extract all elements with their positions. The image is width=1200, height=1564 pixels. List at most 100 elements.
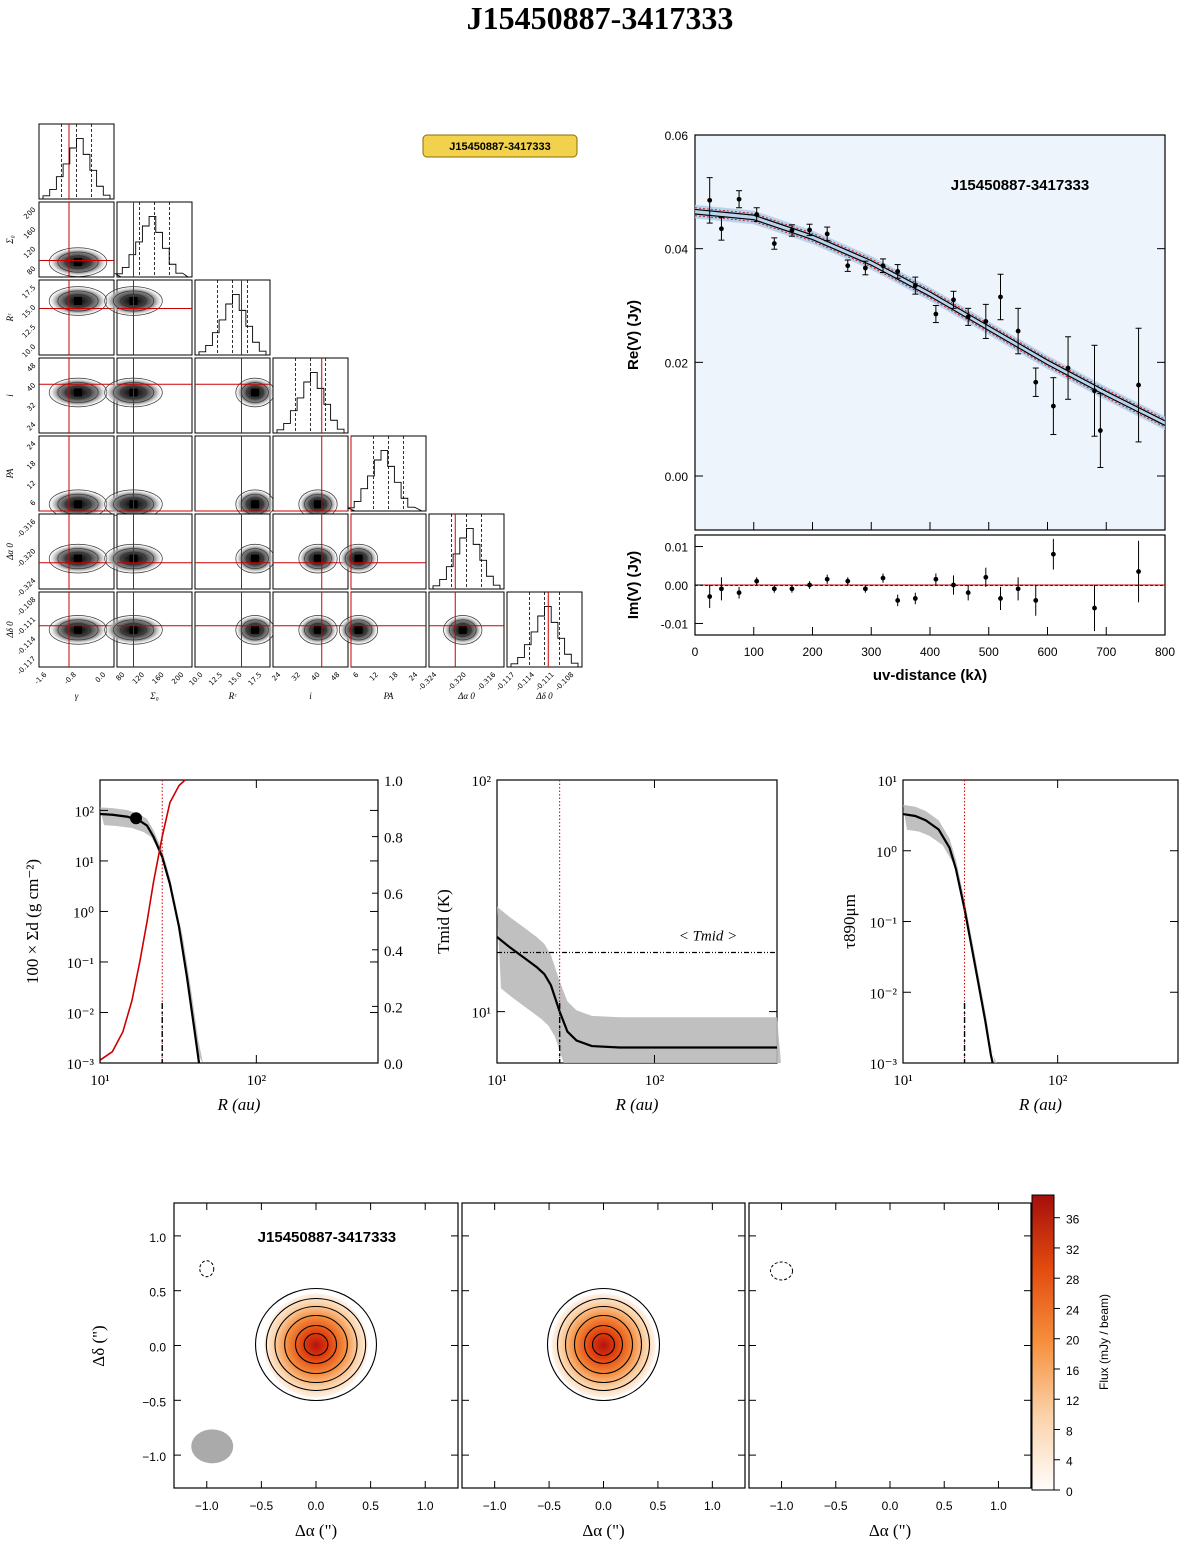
contour [284, 1314, 348, 1375]
colorbar-tick: 8 [1066, 1424, 1073, 1438]
re-data-point [1065, 336, 1072, 400]
corner-xtick: -0.320 [446, 671, 468, 693]
corner-xtick: -0.111 [534, 671, 556, 693]
map-xtick: 0.5 [936, 1499, 953, 1513]
corner-xtick: 32 [290, 671, 302, 683]
re-data-point [1032, 367, 1039, 397]
sigma-ytick: 10⁻¹ [67, 956, 94, 972]
tau-xtick: 10¹ [893, 1073, 913, 1089]
corner-panel-5-2 [194, 513, 275, 590]
corner-ytick: 6 [29, 498, 38, 507]
corner-panel-4-4 [347, 435, 427, 512]
re-ytick: 0.04 [665, 243, 689, 257]
im-data-point [862, 585, 868, 593]
corner-xlabel: Σ₀ [149, 691, 158, 701]
tau-ytick: 10⁻³ [870, 1057, 898, 1073]
sigma-xtick: 10¹ [90, 1073, 110, 1089]
uv-axis-ticks: 0.00 0.02 0.04 0.06 0.01 0.00 -0.010 100 200 300 4… [661, 129, 1176, 659]
im-data-point [824, 574, 830, 584]
corner-ytick: -0.324 [16, 576, 38, 598]
corner-xtick: 200 [170, 671, 185, 686]
im-axis-label: Im(V) (Jy) [625, 551, 642, 619]
uv-xtick: 300 [861, 645, 881, 659]
map-xtick: 0.0 [308, 1499, 325, 1513]
contour [546, 1287, 661, 1402]
corner-ytick: 40 [25, 381, 37, 393]
corner-xtick: 0.0 [94, 671, 108, 685]
sigma-ytick: 10² [75, 804, 95, 820]
re-model-line [694, 213, 1166, 426]
corner-panel-2-1 [104, 279, 193, 356]
temp-xtick: 10¹ [487, 1073, 507, 1089]
corner-xtick: 24 [407, 670, 419, 682]
contour [573, 1314, 634, 1375]
sigma-xlabel: R (au) [217, 1095, 261, 1114]
temp-ytick: 10¹ [472, 1006, 492, 1022]
hist-6 [510, 605, 579, 667]
corner-xtick: 24 [270, 670, 282, 682]
contour [303, 1332, 329, 1357]
im-data-point [880, 573, 886, 583]
temp-curve [496, 936, 777, 1049]
re-visibility-series [694, 177, 1166, 468]
contour [583, 1324, 624, 1365]
corner-xtick: -0.316 [476, 670, 498, 692]
map-xtick: 1.0 [990, 1499, 1007, 1513]
re-data-point [965, 307, 972, 326]
corner-ylabel: Δα 0 [5, 543, 15, 561]
hist-5 [432, 527, 501, 589]
corner-ytick: 24 [25, 420, 37, 432]
corner-ytick: -0.111 [16, 615, 38, 637]
emission-source [551, 1293, 656, 1398]
map-xtick: 0.0 [595, 1499, 612, 1513]
corner-ytick: 120 [22, 245, 37, 260]
sigma-y2tick: 1.0 [384, 774, 403, 790]
map-xlabel: Δα (") [869, 1521, 911, 1540]
corner-ytick: 17.5 [21, 284, 38, 301]
map-xtick: −0.5 [824, 1499, 848, 1513]
im-data-point [845, 577, 851, 585]
corner-ytick: 18 [25, 459, 37, 471]
corner-ytick: -0.320 [16, 547, 38, 569]
corner-ytick: 15.0 [21, 303, 38, 320]
corner-xtick: 12 [368, 671, 380, 683]
corner-xtick: 40 [310, 671, 322, 683]
re-data-point [880, 258, 886, 274]
im-data-point [1092, 585, 1097, 632]
sigma-y2tick: 0.2 [384, 1000, 403, 1016]
page-title: J15450887-3417333 [466, 0, 734, 36]
im-data-point [1033, 585, 1039, 616]
im-data-point [807, 581, 812, 589]
corner-xtick: 18 [388, 671, 400, 683]
contour [265, 1297, 367, 1392]
corner-ytick: -0.117 [16, 655, 38, 677]
map-panel-1: J15450887-3417333 −1.0 −0.5 0.0 0.5 1.0 1.0 0.5… [142, 1202, 459, 1540]
map-xtick: 0.5 [650, 1499, 667, 1513]
re-axis-label: Re(V) (Jy) [625, 300, 642, 370]
corner-xtick: 160 [151, 671, 166, 686]
map-ytick: 1.0 [149, 1231, 166, 1245]
sigma-xtick: 10² [247, 1073, 267, 1089]
corner-xtick: -0.8 [63, 671, 78, 686]
corner-ytick: -0.316 [16, 517, 38, 539]
corner-ytick: 10.0 [21, 343, 38, 360]
map-xtick: 1.0 [704, 1499, 721, 1513]
im-data-point [789, 585, 795, 593]
re-data-point [706, 177, 713, 224]
tau-ytick: 10⁰ [876, 845, 897, 861]
im-data-point [707, 585, 713, 609]
corner-ytick: 80 [25, 265, 37, 277]
uv-x-axis-label: uv-distance (kλ) [873, 667, 987, 684]
corner-panel-5-1 [104, 513, 193, 590]
temp-ylabel: Tmid (K) [434, 889, 453, 954]
hist-0 [42, 137, 111, 199]
map-source-label: J15450887-3417333 [258, 1229, 396, 1246]
corner-xtick: -0.117 [495, 671, 517, 693]
tau-xlabel: R (au) [1018, 1095, 1062, 1114]
map-ytick: 0.5 [149, 1286, 166, 1300]
corner-panel-3-3 [272, 357, 349, 434]
corner-ylabel: PA [5, 468, 15, 479]
im-ytick: 0.00 [665, 579, 689, 593]
